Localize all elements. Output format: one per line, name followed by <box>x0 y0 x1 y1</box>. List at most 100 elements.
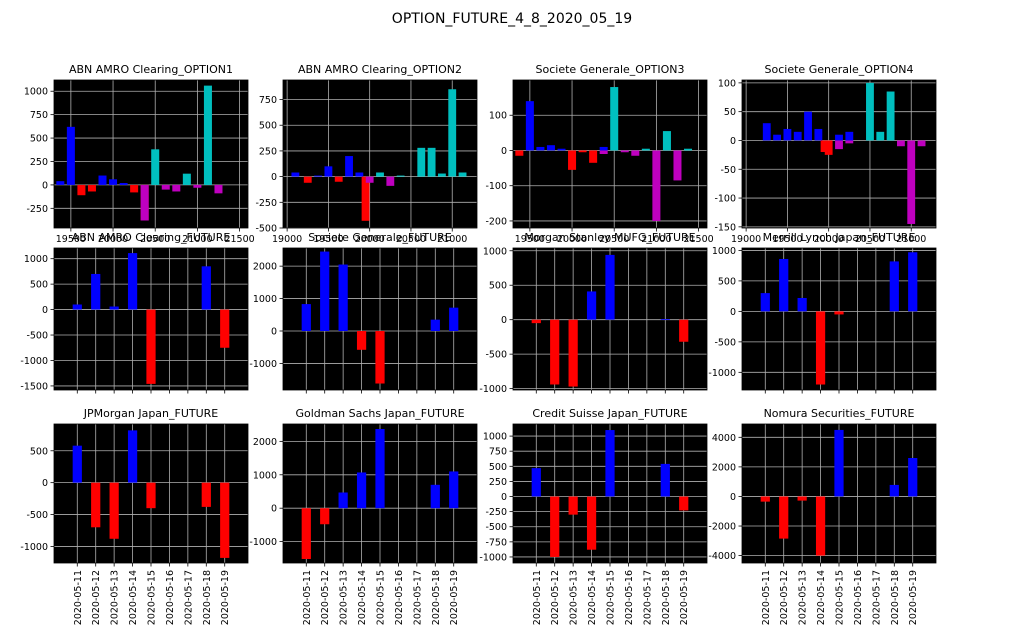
subplot-title: ABN AMRO Clearing_OPTION1 <box>69 63 233 76</box>
subplot: Merrill Lynch Japan_FUTURE -1000 -500 0 500 1… <box>708 231 937 394</box>
bar <box>889 484 899 497</box>
x-tick-label: 2020-05-14 <box>587 570 598 625</box>
x-tick-label: 2020-05-17 <box>871 570 882 625</box>
bar <box>673 150 682 181</box>
bar <box>814 128 823 141</box>
bar <box>536 146 545 151</box>
y-tick-label: 0 <box>730 136 736 147</box>
x-tick-label: 2020-05-12 <box>91 570 102 625</box>
subplot: Morgan Stanley MUFG_FUTURE -1000 -500 0 500 1… <box>479 231 708 395</box>
x-tick-label: 21000 <box>182 234 212 245</box>
bar <box>815 496 826 556</box>
bar <box>98 175 107 185</box>
bar <box>365 176 374 183</box>
bar <box>797 496 807 501</box>
y-tick-label: 0 <box>42 305 48 316</box>
y-tick-label: -1000 <box>708 368 736 379</box>
bar <box>449 307 459 331</box>
bar <box>917 140 926 147</box>
bar <box>301 304 311 331</box>
x-tick-label: 19500 <box>772 234 802 245</box>
bar <box>375 429 385 509</box>
bar <box>203 85 212 185</box>
y-tick-label: 0 <box>730 492 736 503</box>
x-tick-label: 2020-05-11 <box>302 570 313 625</box>
figure-title: OPTION_FUTURE_4_8_2020_05_19 <box>392 11 632 27</box>
bar <box>515 150 524 156</box>
y-tick-label: -1500 <box>20 381 48 392</box>
bar <box>550 319 560 385</box>
bar <box>568 150 577 170</box>
bar <box>427 147 436 177</box>
y-tick-label: -500 <box>485 350 507 361</box>
x-tick-label: 21000 <box>896 234 926 245</box>
x-tick-label: 20000 <box>98 234 128 245</box>
plot-area <box>54 80 248 228</box>
y-tick-label: 4000 <box>712 433 736 444</box>
axes-frame <box>512 79 708 229</box>
y-tick-label: 500 <box>30 446 48 457</box>
subplot: JPMorgan Japan_FUTURE -1000 -500 0 500 2020-0… <box>20 407 249 625</box>
subplot-title: Morgan Stanley MUFG_FUTURE <box>524 231 695 244</box>
y-tick-label: 500 <box>718 276 736 287</box>
bar <box>896 140 905 147</box>
x-tick-label: 2020-05-18 <box>661 570 672 625</box>
bar <box>72 304 82 310</box>
y-tick-label: 2000 <box>253 262 277 273</box>
x-tick-label: 2020-05-14 <box>357 570 368 625</box>
y-tick-label: -1000 <box>479 552 507 563</box>
x-tick-label: 20500 <box>599 234 629 245</box>
bar <box>779 258 789 312</box>
bar <box>172 184 181 192</box>
bar <box>361 176 370 221</box>
x-tick-label: 2020-05-15 <box>376 570 387 625</box>
x-tick-label: 19500 <box>56 234 86 245</box>
bar <box>109 306 119 310</box>
subplot-title: ABN AMRO Clearing_FUTURE <box>72 231 231 244</box>
x-tick-label: 2020-05-12 <box>779 570 790 625</box>
x-tick-label: 2020-05-11 <box>73 570 84 625</box>
y-tick-label: -1000 <box>249 537 277 548</box>
y-tick-label: 750 <box>489 447 507 458</box>
bar <box>866 82 874 141</box>
bar <box>291 172 300 177</box>
bar <box>417 147 426 177</box>
bar <box>586 291 597 320</box>
axes-frame <box>741 247 937 391</box>
bar <box>146 482 156 509</box>
bar <box>430 484 440 509</box>
x-tick-label: 2020-05-18 <box>890 570 901 625</box>
bar <box>201 266 211 310</box>
y-tick-label: 0 <box>271 326 277 337</box>
bar <box>889 261 899 312</box>
bar <box>320 508 330 525</box>
bar <box>220 482 230 558</box>
subplot-title: Societe Generale_FUTURE <box>308 231 452 244</box>
bar <box>531 468 541 497</box>
x-tick-label: 19500 <box>313 234 343 245</box>
bar <box>797 297 807 312</box>
subplot-title: Nomura Securities_FUTURE <box>764 407 915 420</box>
bar <box>834 429 844 497</box>
bar <box>214 184 223 194</box>
bar <box>201 482 211 507</box>
axes-frame <box>282 79 478 229</box>
y-tick-label: 500 <box>489 281 507 292</box>
x-tick-label: 2020-05-18 <box>202 570 213 625</box>
y-tick-label: 250 <box>30 157 48 168</box>
x-tick-label: 2020-05-12 <box>320 570 331 625</box>
bar <box>589 150 598 163</box>
bar <box>773 134 782 141</box>
bar <box>679 496 689 511</box>
subplot: Goldman Sachs Japan_FUTURE -1000 0 1000 2000… <box>249 407 478 625</box>
bar <box>684 148 693 151</box>
bar <box>146 309 156 384</box>
bar <box>760 496 770 502</box>
bar <box>779 496 789 539</box>
bar <box>77 184 86 196</box>
y-tick-label: -2000 <box>708 522 736 533</box>
axes-frame <box>53 247 249 391</box>
x-tick-label: 19000 <box>272 234 302 245</box>
bar <box>320 251 330 331</box>
x-tick-label: 2020-05-15 <box>606 570 617 625</box>
